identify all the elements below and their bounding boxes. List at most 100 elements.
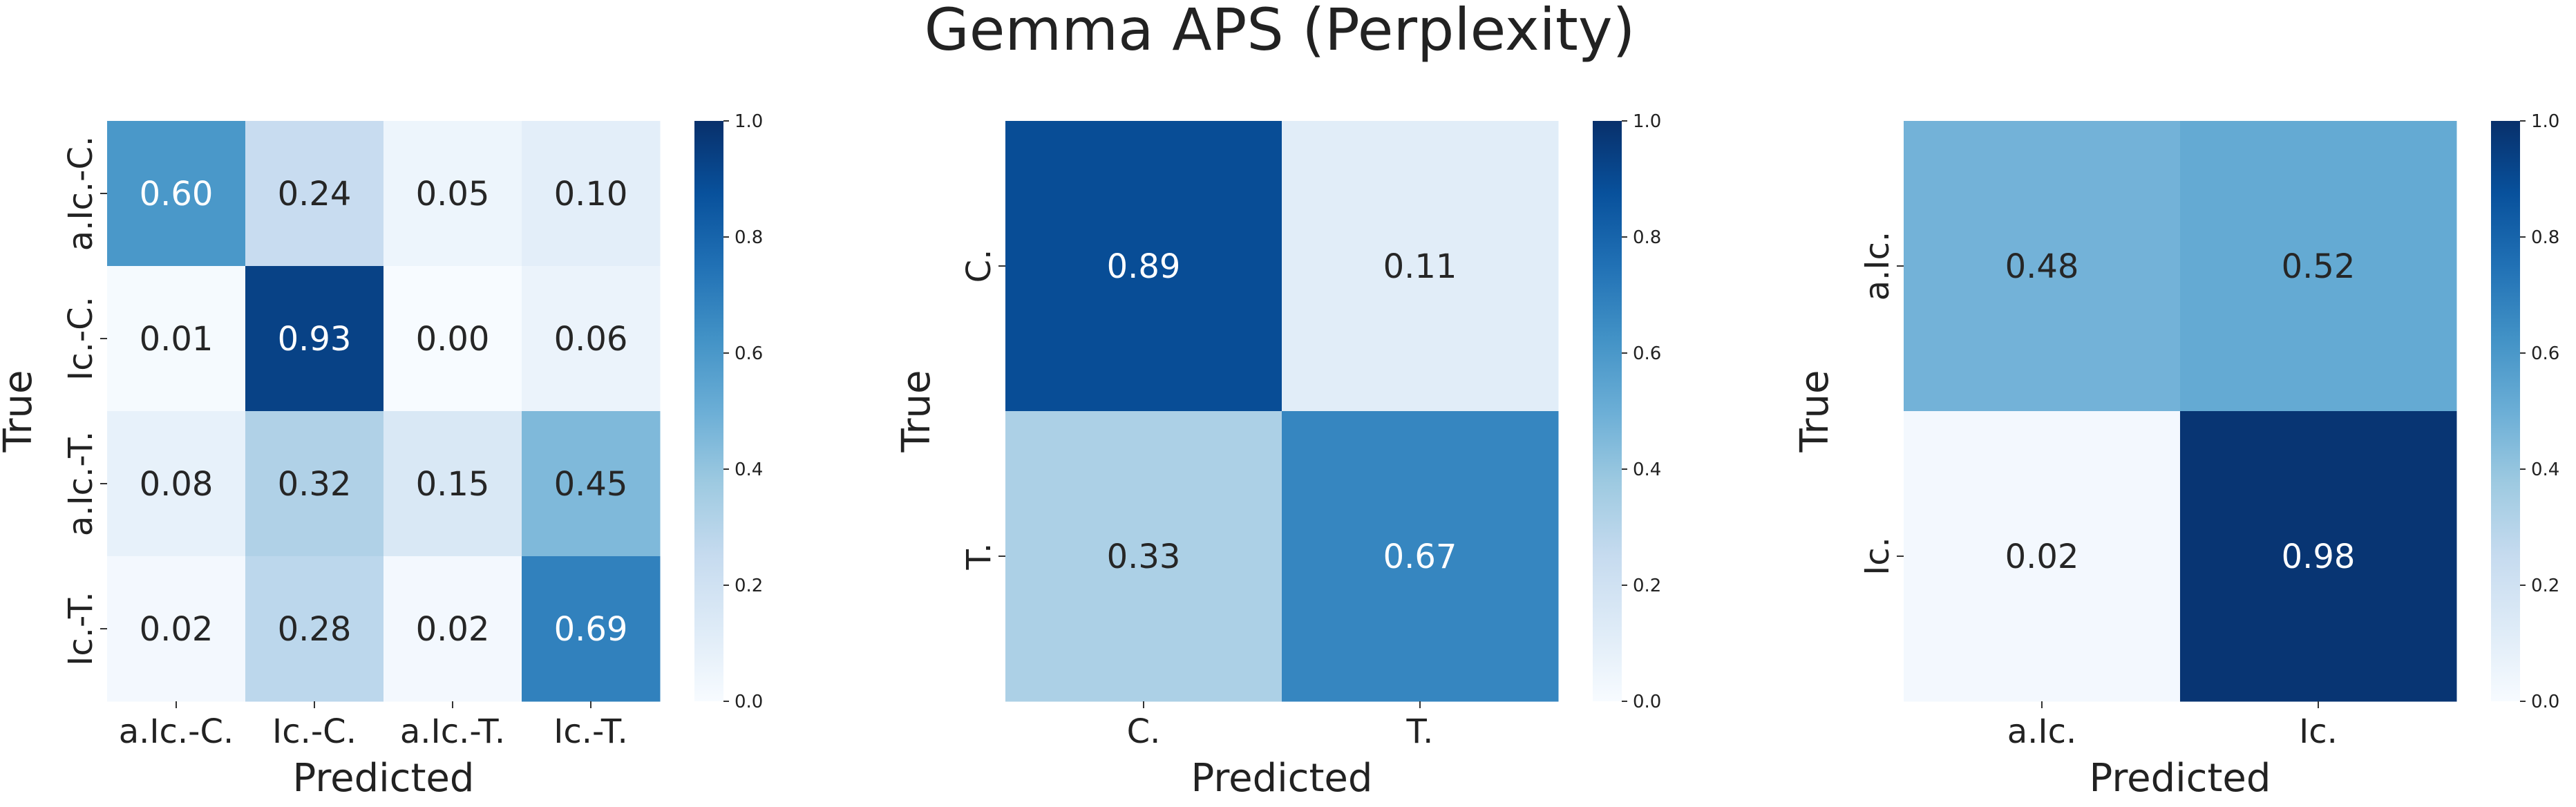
colorbar-tick-label: 0.4 (735, 459, 763, 480)
colorbar-tick-label: 0.0 (735, 692, 763, 712)
y-tick-label: C. (960, 249, 998, 283)
x-tick-label: T. (1406, 712, 1434, 751)
y-axis-label: True (894, 370, 939, 453)
cell-value-label: 0.00 (416, 320, 490, 359)
cell-value-label: 0.06 (554, 320, 628, 359)
cell-value-label: 0.52 (2282, 247, 2356, 286)
heatmap-cell (1282, 411, 1559, 702)
x-tick-label: Ic. (2299, 712, 2338, 751)
cell-value-label: 0.67 (1383, 538, 1457, 576)
cell-value-label: 0.01 (140, 320, 214, 359)
cell-value-label: 0.60 (140, 175, 214, 213)
x-tick-label: a.Ic.-C. (119, 712, 234, 751)
x-tick-label: Ic.-T. (553, 712, 628, 751)
y-tick-label: a.Ic.-C. (61, 136, 100, 251)
colorbar-tick-label: 1.0 (1633, 111, 1661, 132)
cell-value-label: 0.69 (554, 610, 628, 649)
heatmap-cell (245, 266, 384, 412)
colorbar-tick-label: 0.6 (1633, 343, 1661, 364)
cell-value-label: 0.98 (2282, 538, 2356, 576)
cell-value-label: 0.10 (554, 175, 628, 213)
heatmap-panel-2: 0.89 0.11 0.33 0.67 C. T. C. T. Predicted True 0.0… (894, 111, 1661, 801)
colorbar-gradient (2491, 121, 2520, 701)
colorbar: 0.0 0.2 0.4 0.6 0.8 1.0 (2491, 111, 2559, 712)
colorbar: 0.0 0.2 0.4 0.6 0.8 1.0 (694, 111, 763, 712)
cell-value-label: 0.08 (140, 465, 214, 504)
colorbar: 0.0 0.2 0.4 0.6 0.8 1.0 (1593, 111, 1661, 712)
heatmap-cell (107, 121, 246, 267)
colorbar-tick-label: 0.2 (1633, 576, 1661, 596)
colorbar-gradient (1593, 121, 1622, 701)
x-tick-label: C. (1127, 712, 1161, 751)
heatmap-cell (1282, 121, 1559, 412)
colorbar-tick-label: 0.8 (2531, 227, 2559, 248)
cell-value-label: 0.33 (1107, 538, 1181, 576)
heatmap-panel-3: 0.48 0.52 0.02 0.98 a.Ic. Ic. a.Ic. Ic. Predicte… (1792, 111, 2559, 801)
heatmap-panel-1: 0.60 0.24 0.05 0.10 0.01 0.93 0.00 0.06 0.08 0.32… (0, 111, 763, 801)
cell-value-label: 0.02 (2005, 538, 2079, 576)
x-axis-label: Predicted (2090, 756, 2271, 801)
cell-value-label: 0.15 (416, 465, 490, 504)
y-tick-label: T. (960, 543, 998, 571)
cell-value-label: 0.05 (416, 175, 490, 213)
heatmap-cell (2180, 411, 2457, 702)
colorbar-tick-label: 0.2 (2531, 576, 2559, 596)
heatmap-cell (245, 556, 384, 702)
cell-value-label: 0.28 (278, 610, 352, 649)
y-tick-label: Ic.-C. (61, 296, 100, 381)
colorbar-gradient (694, 121, 723, 701)
cell-value-label: 0.02 (140, 610, 214, 649)
heatmap-cell (522, 266, 661, 412)
colorbar-tick-label: 0.0 (1633, 692, 1661, 712)
heatmap-cell (1005, 411, 1282, 702)
cell-value-label: 0.89 (1107, 247, 1181, 286)
colorbar-tick-label: 0.6 (735, 343, 763, 364)
heatmap-panels: 0.60 0.24 0.05 0.10 0.01 0.93 0.00 0.06 0.08 0.32… (0, 111, 2559, 801)
y-tick-label: a.Ic.-T. (61, 431, 100, 536)
heatmap-cell (2180, 121, 2457, 412)
heatmap-cell (245, 121, 384, 267)
cell-value-label: 0.93 (278, 320, 352, 359)
y-tick-label: Ic.-T. (61, 591, 100, 666)
colorbar-tick-label: 0.0 (2531, 692, 2559, 712)
x-tick-label: a.Ic.-T. (400, 712, 505, 751)
y-axis-label: True (0, 370, 41, 453)
colorbar-tick-label: 0.2 (735, 576, 763, 596)
colorbar-tick-label: 0.8 (1633, 227, 1661, 248)
heatmap-cell (1904, 411, 2181, 702)
colorbar-tick-label: 1.0 (2531, 111, 2559, 132)
cell-value-label: 0.24 (278, 175, 352, 213)
figure-title: Gemma APS (Perplexity) (925, 0, 1636, 64)
cell-value-label: 0.32 (278, 465, 352, 504)
cell-value-label: 0.02 (416, 610, 490, 649)
heatmap-cell (383, 266, 522, 412)
colorbar-tick-label: 0.4 (1633, 459, 1661, 480)
cell-value-label: 0.48 (2005, 247, 2079, 286)
heatmap-cell (107, 266, 246, 412)
cell-value-label: 0.45 (554, 465, 628, 504)
y-tick-label: Ic. (1858, 537, 1897, 576)
y-tick-label: a.Ic. (1858, 231, 1897, 301)
heatmap-cell (1904, 121, 2181, 412)
cell-value-label: 0.11 (1383, 247, 1457, 286)
heatmap-cell (522, 121, 661, 267)
y-axis-label: True (1792, 370, 1837, 453)
x-axis-label: Predicted (293, 756, 475, 801)
heatmap-cell (1005, 121, 1282, 412)
colorbar-tick-label: 0.8 (735, 227, 763, 248)
heatmap-cell (245, 411, 384, 557)
colorbar-tick-label: 0.4 (2531, 459, 2559, 480)
heatmap-cell (383, 411, 522, 557)
colorbar-tick-label: 1.0 (735, 111, 763, 132)
x-tick-label: Ic.-C. (272, 712, 357, 751)
x-tick-label: a.Ic. (2007, 712, 2076, 751)
heatmap-cell (107, 556, 246, 702)
x-axis-label: Predicted (1191, 756, 1373, 801)
heatmap-cell (522, 556, 661, 702)
heatmap-cell (107, 411, 246, 557)
heatmap-cell (383, 556, 522, 702)
heatmap-cell (383, 121, 522, 267)
heatmap-cell (522, 411, 661, 557)
colorbar-tick-label: 0.6 (2531, 343, 2559, 364)
